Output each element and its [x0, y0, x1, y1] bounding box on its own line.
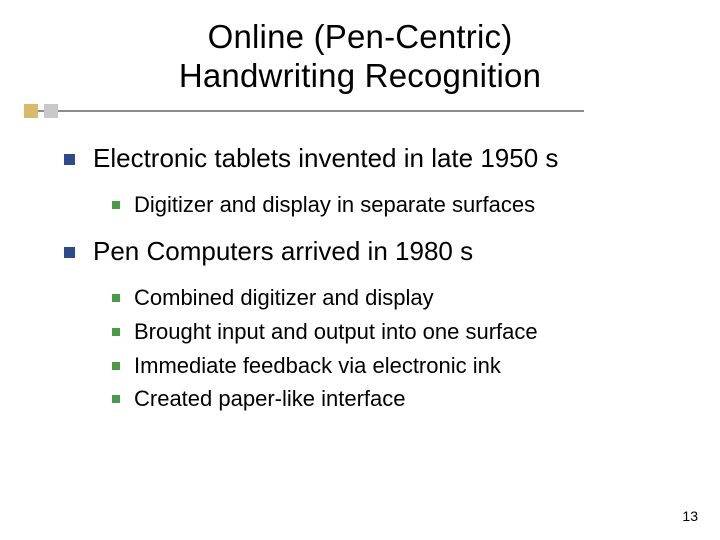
bullet-item-level2: Digitizer and display in separate surfac…: [112, 190, 690, 220]
square-bullet-icon: [64, 247, 75, 258]
slide-container: Online (Pen-Centric) Handwriting Recogni…: [0, 0, 720, 540]
title-line-2: Handwriting Recognition: [179, 57, 541, 94]
bullet-text: Digitizer and display in separate surfac…: [134, 190, 535, 220]
content-area: Electronic tablets invented in late 1950…: [30, 142, 690, 414]
bullet-row: Pen Computers arrived in 1980 s: [64, 235, 690, 269]
title-line-1: Online (Pen-Centric): [208, 18, 513, 55]
page-number: 13: [682, 508, 698, 524]
bullet-row: Electronic tablets invented in late 1950…: [64, 142, 690, 176]
bullet-item-level1: Electronic tablets invented in late 1950…: [64, 142, 690, 219]
bullet-text: Electronic tablets invented in late 1950…: [93, 142, 558, 176]
square-bullet-small-icon: [112, 328, 120, 336]
bullet-item-level2: Created paper-like interface: [112, 384, 690, 414]
square-bullet-icon: [64, 154, 75, 165]
bullet-item-level2: Immediate feedback via electronic ink: [112, 351, 690, 381]
title-decoration: [24, 104, 584, 122]
bullet-text: Pen Computers arrived in 1980 s: [93, 235, 473, 269]
title-area: Online (Pen-Centric) Handwriting Recogni…: [30, 18, 690, 96]
square-bullet-small-icon: [112, 395, 120, 403]
bullet-item-level2: Brought input and output into one surfac…: [112, 317, 690, 347]
square-bullet-small-icon: [112, 294, 120, 302]
bullet-text: Created paper-like interface: [134, 384, 405, 414]
decoration-square-gray: [44, 104, 58, 118]
sublist: Digitizer and display in separate surfac…: [112, 190, 690, 220]
slide-title: Online (Pen-Centric) Handwriting Recogni…: [30, 18, 690, 96]
square-bullet-small-icon: [112, 201, 120, 209]
bullet-text: Brought input and output into one surfac…: [134, 317, 538, 347]
bullet-text: Combined digitizer and display: [134, 283, 434, 313]
square-bullet-small-icon: [112, 362, 120, 370]
sublist: Combined digitizer and display Brought i…: [112, 283, 690, 414]
bullet-item-level2: Combined digitizer and display: [112, 283, 690, 313]
decoration-line: [32, 110, 584, 112]
bullet-item-level1: Pen Computers arrived in 1980 s Combined…: [64, 235, 690, 414]
bullet-text: Immediate feedback via electronic ink: [134, 351, 501, 381]
decoration-square-gold: [24, 104, 38, 118]
